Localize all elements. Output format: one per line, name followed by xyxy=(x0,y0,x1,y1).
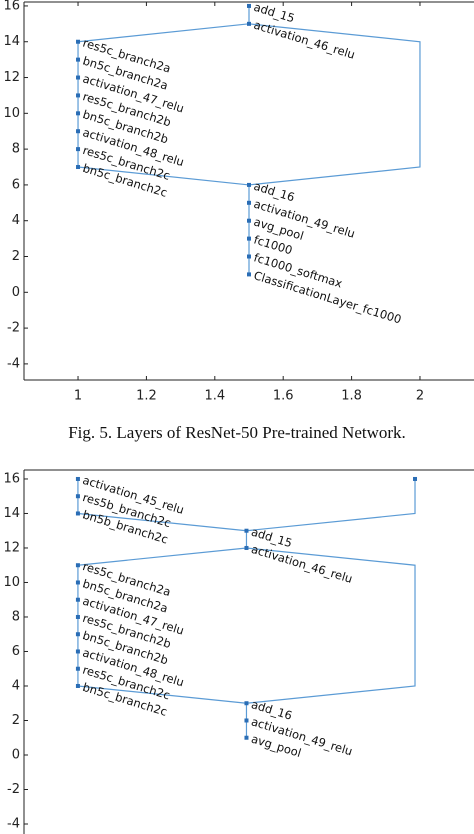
y-tick-label: 2 xyxy=(12,249,20,264)
edge xyxy=(77,685,247,704)
y-tick-label: 0 xyxy=(12,747,20,762)
node xyxy=(247,272,251,277)
node xyxy=(244,528,249,533)
x-tick-label: 1.2 xyxy=(136,389,157,404)
node xyxy=(75,580,80,585)
node xyxy=(75,632,80,637)
node xyxy=(76,147,81,152)
y-tick-label: 8 xyxy=(12,142,20,157)
y-tick-label: 16 xyxy=(3,0,20,13)
node xyxy=(247,200,251,205)
y-tick-label: -4 xyxy=(7,816,20,831)
y-tick-label: 4 xyxy=(12,678,20,693)
edge xyxy=(246,547,416,704)
node xyxy=(244,545,249,550)
y-tick-label: 4 xyxy=(12,213,20,228)
y-tick-label: 14 xyxy=(3,34,20,49)
y-tick-label: -4 xyxy=(7,356,20,371)
y-tick-label: 12 xyxy=(3,70,20,85)
node xyxy=(75,614,80,619)
node-label: activation_46_relu xyxy=(250,542,355,586)
node xyxy=(244,718,249,723)
x-tick-label: 1.8 xyxy=(341,389,362,404)
node xyxy=(413,476,418,481)
node xyxy=(76,111,81,116)
node xyxy=(75,649,80,654)
edge xyxy=(77,166,250,186)
y-tick-label: 10 xyxy=(3,106,20,121)
node xyxy=(75,563,80,568)
node-label: activation_46_relu xyxy=(252,18,357,62)
edge xyxy=(77,547,247,566)
node xyxy=(75,511,80,516)
node xyxy=(76,57,81,62)
node xyxy=(247,182,251,187)
x-tick-label: 1.6 xyxy=(273,389,294,404)
node xyxy=(247,21,251,26)
y-tick-label: 6 xyxy=(12,177,20,192)
node xyxy=(247,3,251,8)
figure-caption: Fig. 5. Layers of ResNet-50 Pre-trained … xyxy=(68,423,406,442)
node xyxy=(75,494,80,499)
edge xyxy=(248,23,421,186)
node xyxy=(76,93,81,98)
y-tick-label: 8 xyxy=(12,609,20,624)
y-tick-label: 16 xyxy=(3,471,20,486)
y-tick-label: 12 xyxy=(3,540,20,555)
node xyxy=(76,129,81,134)
y-tick-label: 2 xyxy=(12,713,20,728)
node xyxy=(247,236,251,241)
node xyxy=(247,218,251,223)
edge xyxy=(246,478,416,532)
x-tick-label: 1 xyxy=(74,389,82,404)
node xyxy=(75,683,80,688)
node xyxy=(75,597,80,602)
y-tick-label: 0 xyxy=(12,285,20,300)
y-tick-label: 14 xyxy=(3,506,20,521)
edge xyxy=(77,512,247,532)
y-tick-label: -2 xyxy=(7,321,20,336)
node xyxy=(76,39,81,44)
node xyxy=(75,476,80,481)
edge xyxy=(77,23,250,43)
x-tick-label: 1.4 xyxy=(204,389,225,404)
y-tick-label: 10 xyxy=(3,575,20,590)
node xyxy=(76,165,81,170)
node xyxy=(247,254,251,259)
node xyxy=(244,735,249,740)
y-tick-label: -2 xyxy=(7,782,20,797)
y-tick-label: 6 xyxy=(12,644,20,659)
node xyxy=(75,666,80,671)
node xyxy=(76,75,81,80)
node xyxy=(244,701,249,706)
x-tick-label: 2 xyxy=(416,389,424,404)
